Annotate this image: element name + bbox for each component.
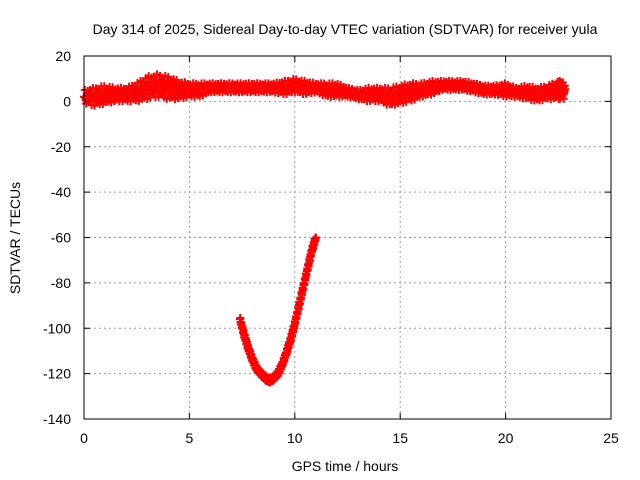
y-axis-label: SDTVAR / TECUs [7, 182, 23, 294]
y-tick-label: -80 [51, 275, 71, 291]
x-tick-label: 5 [186, 430, 194, 446]
y-tick-label: -20 [51, 139, 71, 155]
y-tick-label: 0 [63, 93, 71, 109]
data-point [560, 86, 569, 95]
data-point [311, 233, 320, 242]
y-tick-label: 20 [55, 48, 71, 64]
data-point [559, 94, 568, 103]
x-tick-label: 25 [603, 430, 619, 446]
y-tick-label: -120 [43, 366, 71, 382]
chart-title: Day 314 of 2025, Sidereal Day-to-day VTE… [93, 21, 598, 37]
data-points [80, 70, 570, 387]
x-axis-label: GPS time / hours [292, 458, 399, 474]
x-tick-label: 15 [392, 430, 408, 446]
y-tick-label: -60 [51, 230, 71, 246]
y-tick-label: -100 [43, 320, 71, 336]
x-tick-label: 0 [80, 430, 88, 446]
x-tick-label: 10 [287, 430, 303, 446]
y-tick-label: -40 [51, 184, 71, 200]
x-tick-label: 20 [498, 430, 514, 446]
data-point [164, 73, 173, 82]
grid [84, 56, 611, 419]
y-tick-label: -140 [43, 411, 71, 427]
axis-ticks: -140 -120 -100 -80 -60 -40 -20 0 20 0 5 10 15 20 25 [43, 48, 619, 446]
